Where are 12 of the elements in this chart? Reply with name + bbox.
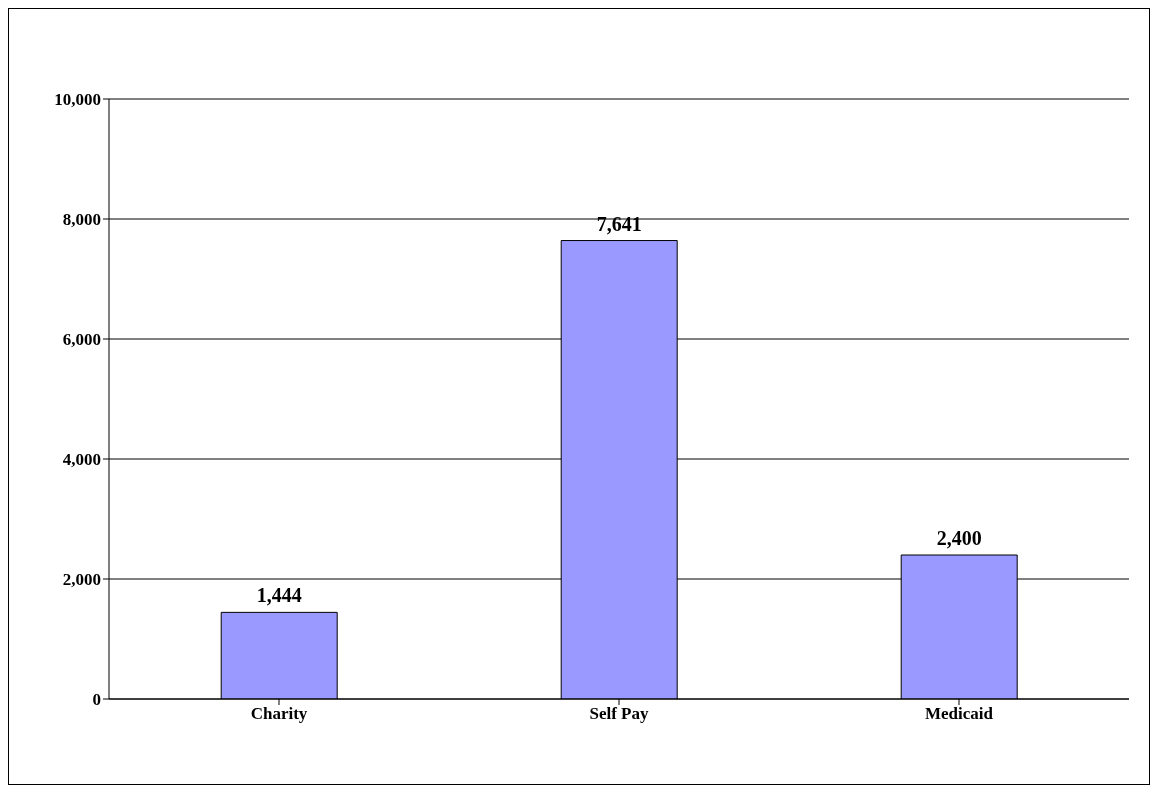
data-label: 7,641: [596, 212, 642, 235]
y-tick-label: 6,000: [62, 330, 101, 350]
x-tick-label: Charity: [250, 704, 308, 724]
y-tick-label: 8,000: [62, 210, 101, 230]
data-label: 2,400: [936, 527, 982, 549]
data-label: 1,444: [256, 584, 302, 607]
y-tick-label: 10,000: [54, 90, 101, 110]
x-tick-label: Medicaid: [925, 704, 994, 724]
x-tick-label: Self Pay: [589, 704, 649, 724]
y-tick-label: 0: [92, 690, 101, 710]
y-tick-label: 2,000: [62, 570, 101, 590]
y-tick-label: 4,000: [62, 450, 101, 470]
